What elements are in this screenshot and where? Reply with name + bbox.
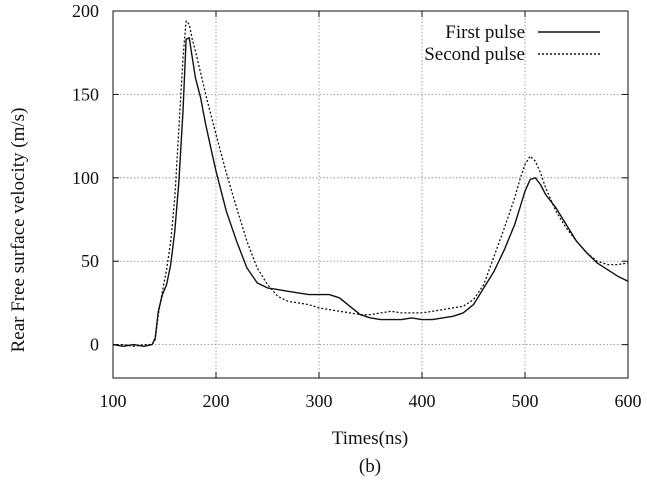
grid-layer xyxy=(112,10,629,378)
figure-caption: (b) xyxy=(359,456,381,477)
x-tick-label-600: 600 xyxy=(615,391,642,411)
x-tick-label-400: 400 xyxy=(409,391,436,411)
series-line-2 xyxy=(113,20,629,347)
y-tick-label-100: 100 xyxy=(72,168,99,188)
axes-layer xyxy=(112,10,629,379)
y-tick-label-200: 200 xyxy=(72,1,99,21)
plot-frame xyxy=(112,10,629,379)
x-tick-label-100: 100 xyxy=(100,391,127,411)
legend-label-1: First pulse xyxy=(445,22,525,43)
series-layer xyxy=(112,20,629,347)
x-tick-label-500: 500 xyxy=(512,391,539,411)
x-tick-label-200: 200 xyxy=(203,391,230,411)
y-tick-label-150: 150 xyxy=(72,84,99,104)
x-axis-title: Times(ns) xyxy=(332,428,408,449)
y-tick-label-0: 0 xyxy=(90,335,99,355)
x-tick-label-300: 300 xyxy=(306,391,333,411)
tick-layer: 100 200 300 400 500 600 0 50 100 150 200 xyxy=(72,1,642,411)
series-line-1 xyxy=(112,37,629,347)
y-tick-label-50: 50 xyxy=(81,251,99,271)
legend-label-2: Second pulse xyxy=(424,44,525,65)
y-axis-title: Rear Free surface velocity (m/s) xyxy=(8,108,29,353)
